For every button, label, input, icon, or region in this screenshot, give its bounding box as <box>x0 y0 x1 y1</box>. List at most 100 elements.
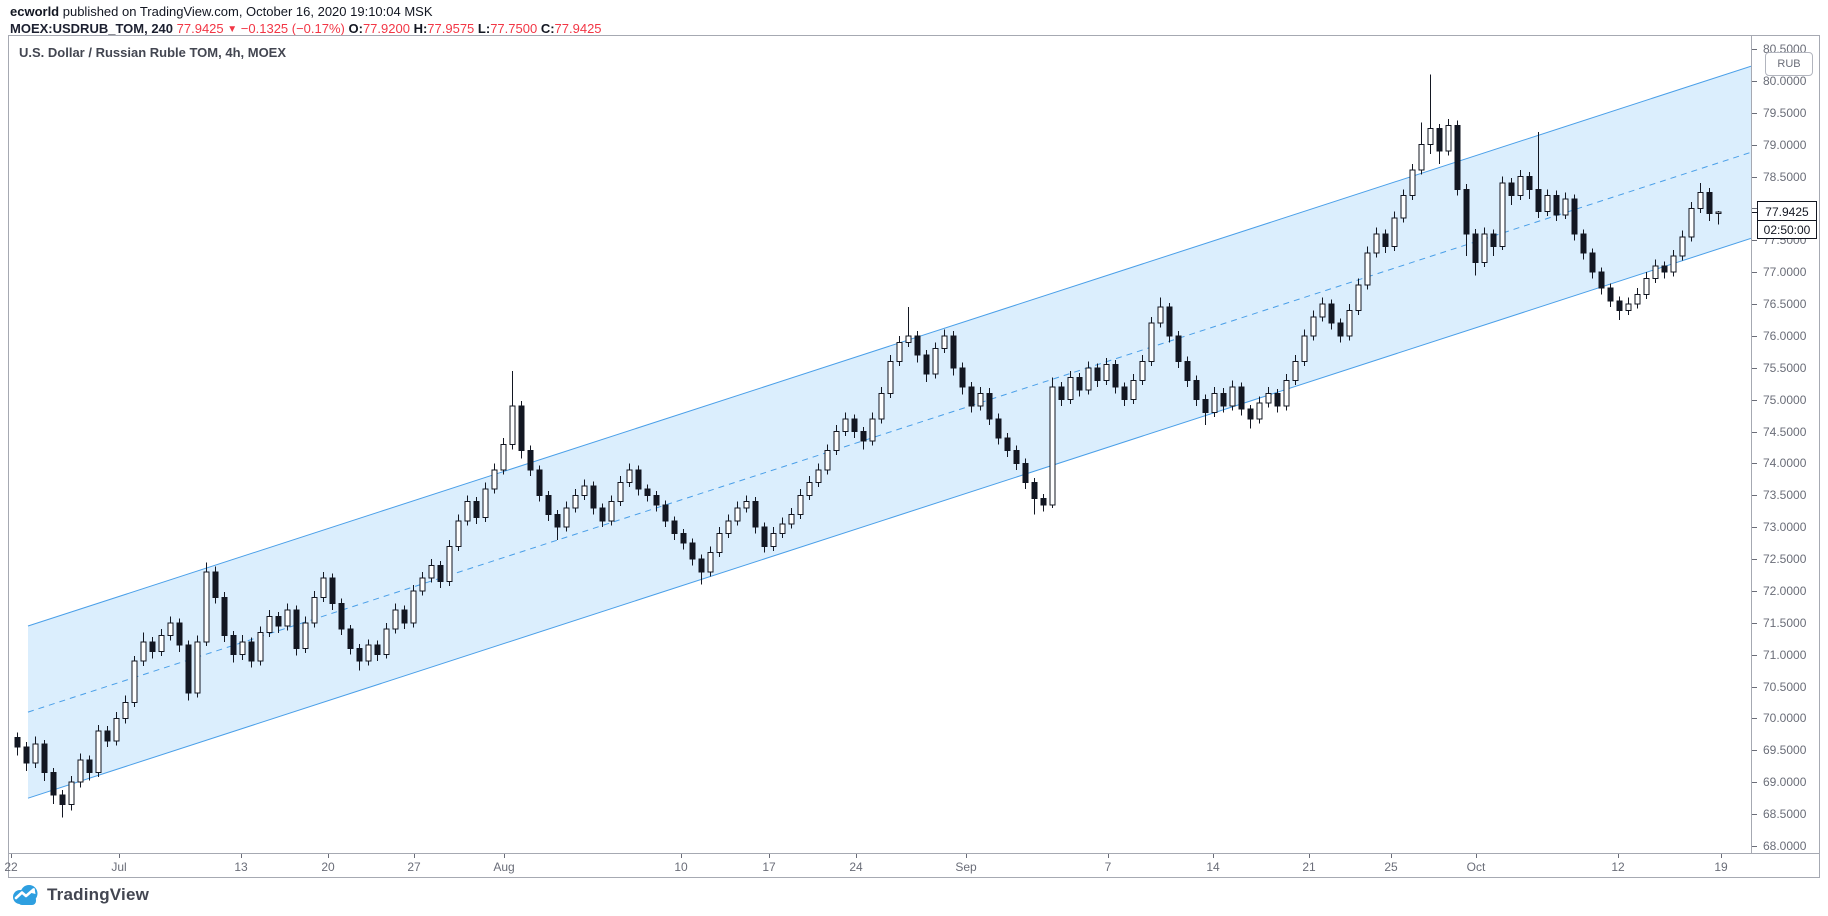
price-axis-label: 68.5000 <box>1763 807 1807 822</box>
byline: ecworld published on TradingView.com, Oc… <box>10 4 433 19</box>
candle <box>932 342 939 379</box>
chart-plot-area[interactable] <box>9 36 1751 853</box>
candle <box>1634 288 1641 309</box>
candle <box>1121 382 1128 407</box>
close-value: 77.9425 <box>554 21 602 36</box>
candle <box>275 612 282 634</box>
price-axis-label: 70.5000 <box>1763 679 1807 694</box>
price-axis-label: 69.0000 <box>1763 775 1807 790</box>
candle <box>1265 386 1272 408</box>
low-label: L: <box>477 21 491 36</box>
tradingview-logo-icon <box>12 884 40 906</box>
candle <box>1580 229 1587 260</box>
time-axis[interactable]: 22 Jul 13 20 27 Aug 10 17 24 Sep 7 14 21 25 Oct 12 19 <box>4 853 1819 877</box>
candle <box>158 629 165 656</box>
candle <box>554 509 561 540</box>
candle <box>1589 248 1596 279</box>
candle <box>887 355 894 398</box>
time-axis-label: Sep <box>955 860 977 874</box>
candle <box>563 501 570 532</box>
candle <box>617 476 624 507</box>
candle <box>1643 272 1650 299</box>
candle <box>1310 310 1317 341</box>
high-value: 77.9575 <box>427 21 475 36</box>
candle <box>599 503 606 528</box>
candle <box>113 712 120 746</box>
candle <box>1283 374 1290 411</box>
high-label: H: <box>413 21 428 36</box>
candle <box>455 514 462 551</box>
candle <box>1499 176 1506 250</box>
candle <box>806 476 813 500</box>
time-axis-tick <box>414 854 415 858</box>
candle <box>1472 228 1479 276</box>
candle <box>1481 227 1488 268</box>
channel-lower-line <box>27 237 1751 799</box>
candle <box>950 330 957 376</box>
currency-badge: RUB <box>1765 52 1813 76</box>
candle <box>995 413 1002 445</box>
time-axis-tick <box>1721 854 1722 858</box>
candle <box>1382 229 1389 254</box>
candle <box>365 639 372 666</box>
time-axis-tick <box>856 854 857 858</box>
candle <box>1193 375 1200 407</box>
candle <box>734 501 741 526</box>
price-axis-label: 74.5000 <box>1763 424 1807 439</box>
symbol-legend: MOEX:USDRUB_TOM, 240 77.9425 ▼ −0.1325 (… <box>10 21 602 36</box>
time-axis-label: Jul <box>111 860 127 874</box>
price-axis-tick <box>1752 112 1757 114</box>
candle <box>761 522 768 553</box>
time-axis-tick <box>1309 854 1310 858</box>
tradingview-logo[interactable]: TradingView <box>12 884 149 906</box>
price-axis-tick <box>1752 846 1757 847</box>
candle <box>428 559 435 583</box>
candle <box>923 349 930 382</box>
candle <box>797 488 804 519</box>
price-axis-tick <box>1752 654 1757 656</box>
price-axis-label: 80.0000 <box>1763 73 1807 88</box>
candle <box>1454 120 1461 196</box>
candle <box>959 362 966 395</box>
candle <box>716 527 723 558</box>
candle <box>77 753 84 788</box>
candle <box>905 307 912 347</box>
bar-countdown: 02:50:00 <box>1757 220 1817 239</box>
candle <box>338 598 345 635</box>
candle <box>1022 458 1029 489</box>
candle <box>482 482 489 523</box>
candle <box>743 495 750 513</box>
price-axis-tick <box>1752 622 1757 624</box>
time-axis-label: 12 <box>1611 860 1625 874</box>
candle <box>104 726 111 748</box>
price-axis-tick <box>1752 304 1757 306</box>
price-axis-tick <box>1752 49 1757 50</box>
time-axis-tick <box>1391 854 1392 858</box>
candle <box>824 444 831 475</box>
candle <box>1508 177 1515 206</box>
price-axis-label: 68.0000 <box>1763 839 1807 853</box>
candle <box>1085 361 1092 395</box>
candle <box>302 616 309 653</box>
candle <box>266 610 273 637</box>
time-axis-tick <box>1108 854 1109 858</box>
candle <box>1292 355 1299 386</box>
price-axis-label: 76.0000 <box>1763 328 1807 343</box>
candle <box>1175 330 1182 368</box>
candle <box>680 529 687 550</box>
time-axis-label: 10 <box>674 860 688 874</box>
candle <box>752 497 759 534</box>
price-axis-label: 75.5000 <box>1763 360 1807 375</box>
time-axis-label: 21 <box>1302 860 1316 874</box>
price-axis-tick <box>1752 686 1757 688</box>
candle <box>1094 363 1101 387</box>
candle <box>1571 194 1578 241</box>
time-axis-label: Aug <box>493 860 515 874</box>
price-axis-tick <box>1752 814 1757 816</box>
time-axis-tick <box>1618 854 1619 858</box>
candle <box>1364 246 1371 290</box>
candle <box>320 571 327 602</box>
candle <box>590 481 597 515</box>
price-axis[interactable]: 80.500080.000079.500079.000078.500078.00… <box>1751 36 1820 853</box>
candle <box>662 500 669 528</box>
